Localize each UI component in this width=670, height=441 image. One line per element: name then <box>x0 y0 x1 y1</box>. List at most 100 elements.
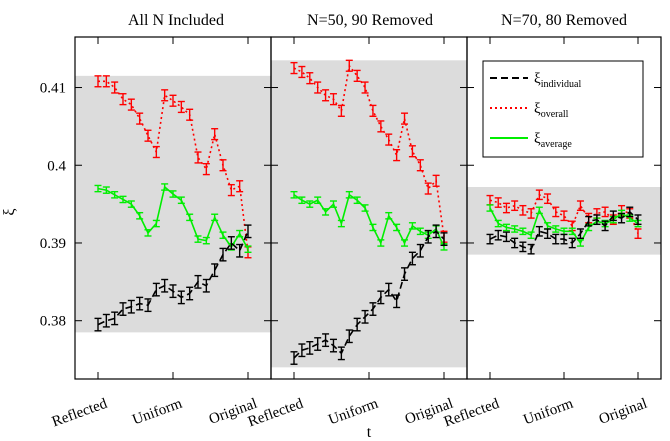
errorbar-overall-panel-2 <box>369 104 377 117</box>
errorbar-individual-panel-2 <box>345 329 353 344</box>
errorbar-overall-panel-3 <box>576 200 584 212</box>
errorbar-individual-panel-1 <box>169 284 177 299</box>
errorbar-average-panel-2 <box>385 211 393 220</box>
errorbar-individual-panel-3 <box>494 229 502 241</box>
errorbar-individual-panel-3 <box>593 214 601 226</box>
errorbar-individual-panel-1 <box>244 224 252 239</box>
errorbar-average-panel-1 <box>119 195 127 204</box>
errorbar-average-panel-2 <box>345 190 353 199</box>
errorbar-average-panel-2 <box>353 196 361 205</box>
errorbar-average-panel-2 <box>369 223 377 232</box>
errorbar-overall-panel-2 <box>377 120 385 133</box>
errorbar-overall-panel-2 <box>322 89 330 102</box>
errorbar-overall-panel-1 <box>136 112 144 125</box>
y-axis-label: ξ <box>1 208 18 215</box>
errorbar-average-panel-2 <box>329 200 337 208</box>
legend-label-overall: ξoverall <box>534 101 569 120</box>
errorbar-individual-panel-2 <box>306 340 314 355</box>
errorbar-overall-panel-2 <box>329 93 337 106</box>
errorbar-overall-panel-1 <box>186 108 194 121</box>
errorbar-overall-panel-3 <box>601 206 609 218</box>
errorbar-overall-panel-2 <box>401 112 409 125</box>
errorbar-individual-panel-2 <box>416 243 424 258</box>
errorbar-average-panel-2 <box>306 200 314 208</box>
errorbar-individual-panel-1 <box>102 313 110 328</box>
y-tick-label: 0.38 <box>40 314 66 330</box>
errorbar-individual-panel-3 <box>601 220 609 232</box>
errorbar-individual-panel-1 <box>211 263 219 278</box>
errorbar-average-panel-3 <box>494 219 502 228</box>
errorbar-overall-panel-1 <box>211 128 219 141</box>
legend-box <box>482 60 644 158</box>
x-tick-label: Uniform <box>326 396 380 429</box>
plot-series <box>94 59 642 365</box>
errorbar-overall-panel-2 <box>416 159 424 172</box>
errorbar-individual-panel-1 <box>152 282 160 297</box>
errorbar-average-panel-1 <box>102 186 110 194</box>
errorbar-average-panel-1 <box>177 196 185 205</box>
errorbar-individual-panel-1 <box>227 236 235 250</box>
errorbar-average-panel-2 <box>408 222 416 230</box>
y-tick-label: 0.39 <box>40 236 66 252</box>
errorbar-average-panel-2 <box>314 196 322 205</box>
errorbar-overall-panel-1 <box>236 180 244 193</box>
errorbar-overall-panel-1 <box>161 89 169 102</box>
errorbar-overall-panel-3 <box>535 189 543 201</box>
errorbar-individual-panel-3 <box>527 243 535 255</box>
errorbar-overall-panel-2 <box>385 133 393 146</box>
errorbar-individual-panel-1 <box>94 317 102 332</box>
errorbar-individual-panel-1 <box>111 311 119 326</box>
errorbar-individual-panel-3 <box>618 212 626 224</box>
x-tick-label: Uniform <box>130 396 184 429</box>
errorbar-overall-panel-1 <box>202 162 210 176</box>
errorbar-overall-panel-3 <box>519 204 527 216</box>
errorbar-individual-panel-2 <box>290 351 298 365</box>
errorbar-individual-panel-2 <box>385 282 393 297</box>
errorbar-average-panel-2 <box>322 208 330 216</box>
errorbar-individual-panel-3 <box>609 210 617 222</box>
errorbar-individual-panel-1 <box>194 274 202 289</box>
errorbar-average-panel-1 <box>152 219 160 228</box>
errorbar-average-panel-2 <box>337 219 345 228</box>
errorbar-individual-panel-1 <box>236 243 244 258</box>
errorbar-individual-panel-2 <box>314 337 322 351</box>
errorbar-overall-panel-2 <box>361 81 369 94</box>
errorbar-average-panel-3 <box>486 204 494 212</box>
errorbar-average-panel-1 <box>161 183 169 191</box>
errorbar-overall-panel-3 <box>527 208 535 219</box>
errorbar-average-panel-3 <box>552 225 560 233</box>
errorbar-individual-panel-2 <box>432 224 440 239</box>
errorbar-overall-panel-2 <box>306 72 314 85</box>
legend-label-average: ξaverage <box>534 131 572 150</box>
errorbar-average-panel-3 <box>511 225 519 233</box>
errorbar-individual-panel-2 <box>377 290 385 305</box>
errorbar-individual-panel-1 <box>127 299 135 314</box>
band-panel-2 <box>271 60 467 368</box>
errorbar-average-panel-1 <box>136 211 144 220</box>
errorbar-average-panel-3 <box>502 223 510 232</box>
errorbar-overall-panel-1 <box>94 75 102 88</box>
legend-label-individual: ξindividual <box>534 71 581 90</box>
errorbar-individual-panel-2 <box>440 232 448 247</box>
errorbar-individual-panel-1 <box>144 298 152 313</box>
errorbar-average-panel-1 <box>127 200 135 208</box>
errorbar-individual-panel-2 <box>408 251 416 266</box>
errorbar-average-panel-3 <box>576 239 584 247</box>
errorbar-overall-panel-2 <box>424 182 432 195</box>
errorbar-overall-panel-3 <box>544 193 552 205</box>
panel-title-1: All N Included <box>128 12 224 29</box>
errorbar-average-panel-3 <box>527 231 535 240</box>
errorbar-overall-panel-2 <box>290 61 298 75</box>
errorbar-overall-panel-3 <box>494 197 502 208</box>
errorbar-average-panel-1 <box>111 190 119 199</box>
errorbar-average-panel-1 <box>194 235 202 243</box>
errorbar-individual-panel-2 <box>353 317 361 332</box>
errorbar-individual-panel-2 <box>298 343 306 358</box>
series-overall-panel-2 <box>293 63 445 237</box>
errorbar-individual-panel-3 <box>535 225 543 237</box>
errorbar-individual-panel-1 <box>161 278 169 293</box>
legend: ξindividual ξoverall ξaverage <box>482 60 644 158</box>
panel-title-2: N=50, 90 Removed <box>307 12 433 29</box>
errorbar-overall-panel-1 <box>144 129 152 142</box>
